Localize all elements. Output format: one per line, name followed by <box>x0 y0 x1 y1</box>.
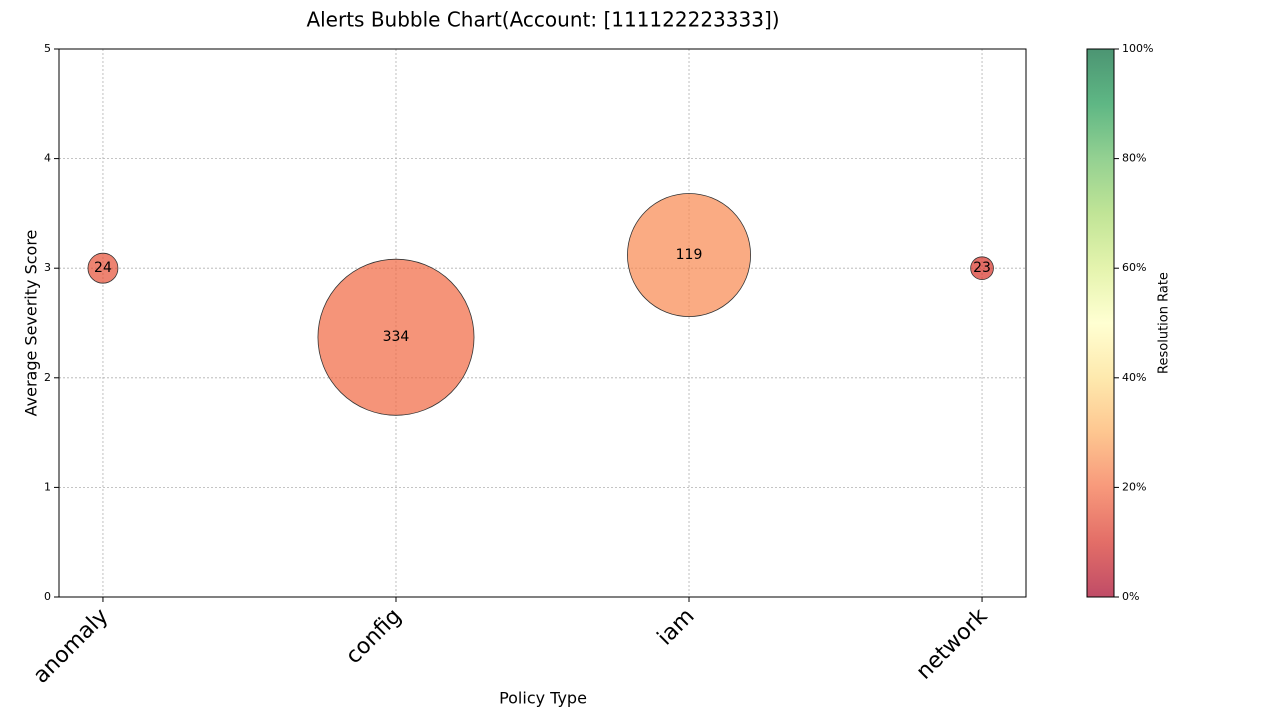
y-tick-label: 2 <box>44 371 51 384</box>
bubble-label: 119 <box>676 247 703 263</box>
plot-frame <box>58 48 1027 598</box>
bubble-label: 23 <box>973 260 991 276</box>
bubble <box>627 193 751 318</box>
colorbar-tick-label: 0% <box>1122 590 1139 603</box>
colorbar-tick-label: 60% <box>1122 261 1146 274</box>
bubble <box>317 258 475 416</box>
bubble-label: 24 <box>94 260 112 276</box>
y-tick-label: 3 <box>44 261 51 274</box>
y-axis-label: Average Severity Score <box>22 230 41 417</box>
colorbar-label: Resolution Rate <box>1157 272 1172 374</box>
y-tick-label: 4 <box>44 152 51 165</box>
x-axis-label: Policy Type <box>499 689 587 708</box>
bubble-label: 334 <box>383 329 410 345</box>
colorbar <box>1086 48 1115 598</box>
x-tick-label: network <box>912 604 993 685</box>
x-tick-label: iam <box>653 604 700 651</box>
y-tick-label: 0 <box>44 590 51 603</box>
chart-title: Alerts Bubble Chart(Account: [1111222233… <box>306 8 779 32</box>
colorbar-tick-label: 100% <box>1122 42 1153 55</box>
bubble <box>87 252 119 284</box>
colorbar-tick-label: 20% <box>1122 480 1146 493</box>
bubble <box>970 256 994 280</box>
y-tick-label: 5 <box>44 42 51 55</box>
colorbar-tick-label: 40% <box>1122 371 1146 384</box>
y-tick-label: 1 <box>44 480 51 493</box>
colorbar-tick-label: 80% <box>1122 152 1146 165</box>
x-tick-label: anomaly <box>29 604 114 689</box>
x-tick-label: config <box>341 604 406 669</box>
